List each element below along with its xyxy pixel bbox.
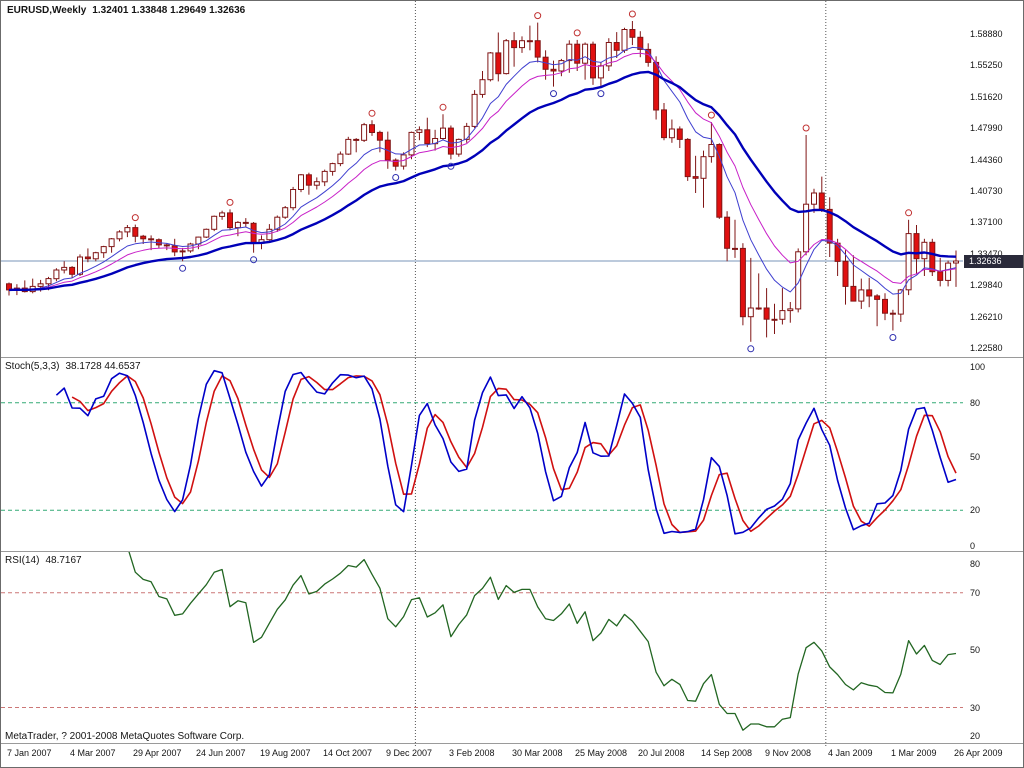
date-tick-label: 9 Nov 2008	[765, 748, 812, 758]
fractal-down-icon	[747, 345, 755, 353]
price-tick-label: 1.22580	[970, 343, 1003, 353]
price-tick-label: 1.44360	[970, 155, 1003, 165]
fractal-up-icon	[802, 124, 810, 132]
rsi-panel	[1, 552, 963, 731]
ma-slow-line	[8, 70, 957, 292]
price-tick-label: 1.47990	[970, 123, 1003, 133]
date-tick-label: 3 Feb 2008	[449, 748, 495, 758]
date-tick-label: 29 Apr 2007	[133, 748, 182, 758]
fractal-up-icon	[368, 109, 376, 117]
fractal-up-icon	[226, 198, 234, 206]
stoch-tick-label: 100	[970, 362, 986, 372]
fractal-down-icon	[550, 90, 557, 98]
fractal-down-icon	[597, 90, 605, 98]
rsi-indicator-label: RSI(14) 48.7167	[5, 555, 82, 566]
date-tick-label: 7 Jan 2007	[7, 748, 52, 758]
date-tick-label: 25 May 2008	[575, 748, 628, 758]
stoch-tick-label: 50	[970, 452, 981, 462]
price-tick-label: 1.37100	[970, 217, 1003, 227]
main-price-panel	[1, 10, 963, 353]
stochastic-panel	[1, 369, 963, 535]
rsi-scale[interactable]: 80 70 50 30 20	[970, 1, 1023, 767]
rsi-tick-label: 50	[970, 645, 981, 655]
price-tick-label: 1.26210	[970, 312, 1003, 322]
price-tick-label: 1.51620	[970, 92, 1003, 102]
stoch-tick-label: 0	[970, 541, 976, 551]
rsi-name: RSI(14)	[5, 555, 40, 566]
date-tick-label: 14 Sep 2008	[701, 748, 753, 758]
candlesticks	[6, 21, 959, 342]
price-tick-label: 1.55250	[970, 60, 1003, 70]
fractal-up-icon	[905, 209, 913, 217]
stochastic-values: 38.1728 44.6537	[65, 361, 141, 372]
date-tick-label: 14 Oct 2007	[323, 748, 373, 758]
fractal-markers	[131, 10, 913, 353]
fractal-down-icon	[250, 256, 258, 264]
price-tick-label: 1.29840	[970, 280, 1003, 290]
stoch-signal-line	[71, 375, 957, 534]
date-tick-label: 20 Jul 2008	[638, 748, 685, 758]
ohlc-values-label: 1.32401 1.33848 1.29649 1.32636	[92, 5, 246, 16]
fractal-down-icon	[889, 334, 897, 341]
fractal-up-icon	[439, 103, 447, 111]
stoch-tick-label: 20	[970, 505, 981, 515]
stochastic-name: Stoch(5,3,3)	[5, 361, 60, 372]
rsi-tick-label: 80	[970, 559, 981, 569]
date-tick-label: 4 Mar 2007	[70, 748, 116, 758]
rsi-tick-label: 30	[970, 703, 981, 713]
stoch-main-line	[55, 369, 957, 535]
rsi-tick-label: 70	[970, 588, 981, 598]
stochastic-indicator-label: Stoch(5,3,3) 38.1728 44.6537	[5, 361, 141, 372]
date-tick-label: 1 Mar 2009	[891, 748, 937, 758]
current-price-tag: 1.32636	[964, 255, 1023, 268]
stoch-tick-label: 80	[970, 398, 981, 408]
price-tick-label: 1.58880	[970, 29, 1003, 39]
fractal-up-icon	[573, 29, 581, 37]
date-tick-label: 19 Aug 2007	[260, 748, 311, 758]
fractal-up-icon	[628, 10, 636, 18]
fractal-down-icon	[447, 162, 455, 170]
time-scale[interactable]: 7 Jan 2007 4 Mar 2007 29 Apr 2007 24 Jun 20…	[1, 748, 1021, 764]
rsi-line	[128, 552, 957, 731]
chart-title: EURUSD,Weekly 1.32401 1.33848 1.29649 1.3…	[7, 5, 245, 16]
price-scale[interactable]: 1.58880 1.55250 1.51620 1.47990 1.44360 1.407…	[970, 1, 1023, 767]
fractal-down-icon	[392, 174, 400, 181]
symbol-timeframe-label: EURUSD,Weekly	[7, 5, 87, 16]
rsi-value: 48.7167	[45, 555, 82, 566]
date-tick-label: 26 Apr 2009	[954, 748, 1003, 758]
date-tick-label: 30 Mar 2008	[512, 748, 563, 758]
price-tick-label: 1.33470	[970, 249, 1003, 259]
copyright-text: MetaTrader, ? 2001-2008 MetaQuotes Softw…	[5, 731, 245, 742]
date-tick-label: 9 Dec 2007	[386, 748, 433, 758]
fractal-up-icon	[131, 214, 139, 222]
price-tick-label: 1.40730	[970, 186, 1003, 196]
fractal-down-icon	[179, 264, 187, 272]
fractal-up-icon	[534, 12, 542, 20]
ma-fast-line	[8, 46, 957, 295]
date-tick-label: 4 Jan 2009	[828, 748, 873, 758]
rsi-tick-label: 20	[970, 731, 981, 741]
date-tick-label: 24 Jun 2007	[196, 748, 246, 758]
stochastic-scale[interactable]: 100 80 50 20 0	[970, 1, 1023, 767]
ma-medium-line	[8, 52, 957, 291]
fractal-up-icon	[707, 111, 715, 119]
